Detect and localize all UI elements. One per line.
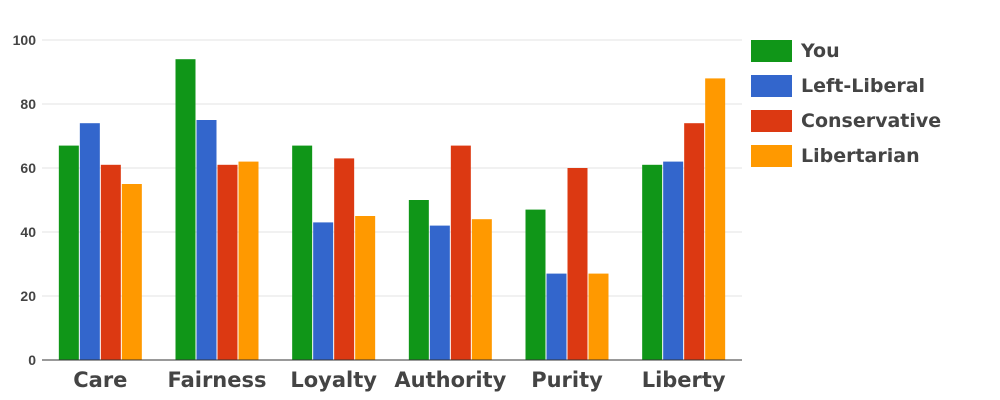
bar-conservative-loyalty [334, 158, 355, 360]
x-tick-label: Loyalty [290, 368, 377, 392]
bar-you-loyalty [292, 145, 313, 360]
bar-conservative-authority [450, 145, 471, 360]
bar-libertarian-liberty [705, 78, 726, 361]
bar-you-authority [408, 200, 429, 360]
y-axis-ticks: 0 20 40 60 80 100 [13, 32, 37, 368]
y-tick-label: 40 [20, 224, 36, 240]
y-tick-label: 0 [28, 352, 36, 368]
legend-label: You [800, 40, 840, 62]
bar-libertarian-care [121, 184, 142, 360]
bar-you-care [58, 145, 79, 360]
x-tick-label: Purity [531, 368, 603, 392]
legend-swatch [751, 110, 792, 132]
bar-libertarian-loyalty [355, 216, 376, 360]
x-tick-label: Authority [394, 368, 506, 392]
y-tick-label: 100 [13, 32, 37, 48]
bar-conservative-fairness [217, 164, 238, 360]
bar-left-liberal-liberty [663, 161, 684, 360]
x-tick-label: Fairness [167, 368, 266, 392]
bar-left-liberal-authority [429, 225, 450, 360]
bar-you-purity [525, 209, 546, 360]
legend-swatch [751, 75, 792, 97]
bar-libertarian-purity [588, 273, 609, 360]
legend: You Left-Liberal Conservative Libertarian [751, 40, 941, 167]
y-tick-label: 20 [20, 288, 36, 304]
bar-left-liberal-care [79, 123, 100, 360]
legend-label: Libertarian [801, 145, 920, 167]
bar-libertarian-authority [471, 219, 492, 360]
bar-you-liberty [642, 164, 663, 360]
legend-swatch [751, 145, 792, 167]
bar-left-liberal-loyalty [313, 222, 334, 360]
bar-left-liberal-fairness [196, 120, 217, 360]
x-tick-label: Care [73, 368, 127, 392]
x-axis-labels: Care Fairness Loyalty Authority Purity Libert… [73, 368, 726, 392]
legend-label: Left-Liberal [801, 75, 925, 97]
gridlines [42, 39, 742, 297]
bar-conservative-care [100, 164, 121, 360]
y-tick-label: 60 [20, 160, 36, 176]
x-tick-label: Liberty [642, 368, 726, 392]
bar-conservative-purity [567, 168, 588, 360]
legend-label: Conservative [801, 110, 941, 132]
bar-libertarian-fairness [238, 161, 259, 360]
y-tick-label: 80 [20, 96, 36, 112]
bars [58, 59, 726, 361]
legend-swatch [751, 40, 792, 62]
bar-you-fairness [175, 59, 196, 360]
bar-conservative-liberty [684, 123, 705, 360]
bar-left-liberal-purity [546, 273, 567, 360]
